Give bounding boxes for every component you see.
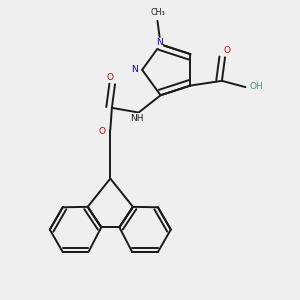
Text: OH: OH bbox=[250, 82, 263, 91]
Text: O: O bbox=[107, 73, 114, 82]
Text: NH: NH bbox=[130, 114, 144, 123]
Text: O: O bbox=[223, 46, 230, 55]
Text: CH₃: CH₃ bbox=[150, 8, 165, 16]
Text: N: N bbox=[156, 38, 162, 47]
Text: O: O bbox=[98, 127, 105, 136]
Text: N: N bbox=[131, 65, 138, 74]
